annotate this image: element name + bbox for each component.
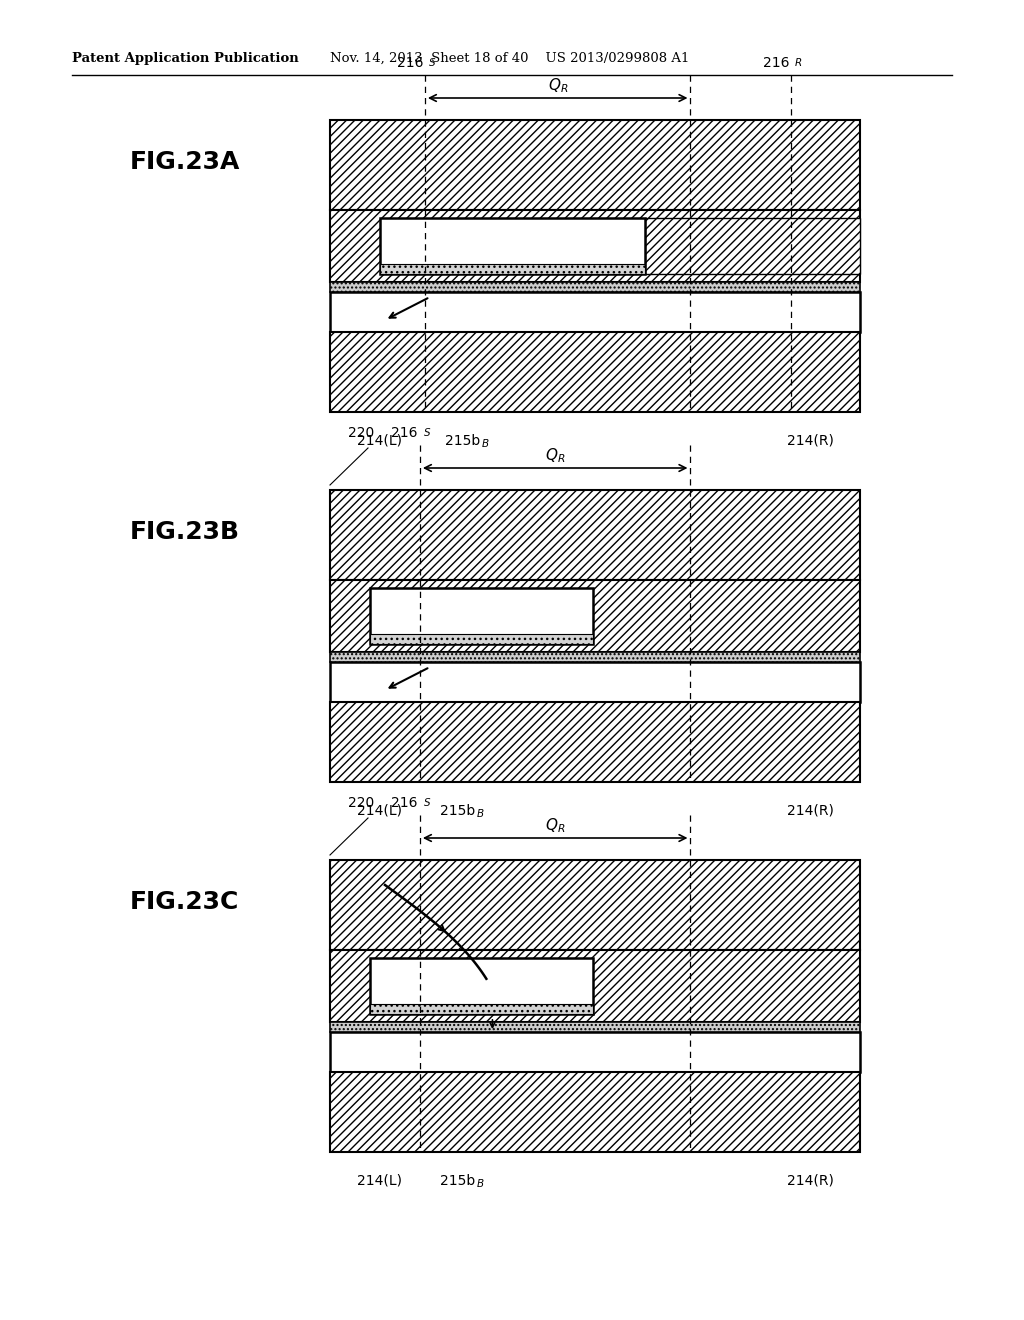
Text: 216: 216 [391,796,418,810]
Bar [330,663,860,702]
Text: FIG.23A: FIG.23A [130,150,241,174]
Text: S: S [424,428,431,438]
Bar [330,1072,860,1152]
Text: 215b: 215b [439,1173,475,1188]
Bar [370,958,593,1014]
Text: S: S [424,799,431,808]
Text: Patent Application Publication: Patent Application Publication [72,51,299,65]
Text: FIG.23C: FIG.23C [130,890,240,913]
Text: R: R [795,58,803,69]
Text: 215b: 215b [444,434,480,447]
Bar [330,1032,860,1072]
Bar [330,579,860,652]
Bar [330,292,860,333]
Text: S: S [429,58,435,69]
Text: $Q_R$: $Q_R$ [548,77,568,95]
Text: 214(L): 214(L) [357,804,402,818]
Bar [330,652,860,663]
Bar [330,333,860,412]
Text: 216: 216 [396,55,423,70]
Text: FIG.23B: FIG.23B [130,520,240,544]
Text: 216: 216 [391,426,418,440]
Bar [330,861,860,950]
Bar [645,218,860,275]
Text: 214(R): 214(R) [786,434,834,447]
Text: 220: 220 [348,796,374,810]
Bar [330,950,860,1022]
Bar [330,702,860,781]
Text: 214(R): 214(R) [786,804,834,818]
Bar [370,587,593,644]
Text: 220: 220 [348,426,374,440]
Bar [330,120,860,210]
Text: 214(L): 214(L) [357,1173,402,1188]
Text: 216: 216 [763,55,790,70]
Text: 215b: 215b [439,804,475,818]
Text: $Q_R$: $Q_R$ [545,446,565,465]
Bar [330,490,860,579]
Bar [330,210,860,282]
Text: 214(R): 214(R) [786,1173,834,1188]
Text: 214(L): 214(L) [357,434,402,447]
Text: $Q_R$: $Q_R$ [545,816,565,836]
Bar [330,282,860,292]
Text: B: B [482,440,489,449]
Bar [380,218,645,275]
Bar [380,264,645,275]
Bar [370,634,593,644]
Text: Nov. 14, 2013  Sheet 18 of 40    US 2013/0299808 A1: Nov. 14, 2013 Sheet 18 of 40 US 2013/029… [330,51,689,65]
Bar [370,1005,593,1014]
Bar [330,1022,860,1032]
Text: B: B [477,809,484,818]
Text: B: B [477,1179,484,1189]
